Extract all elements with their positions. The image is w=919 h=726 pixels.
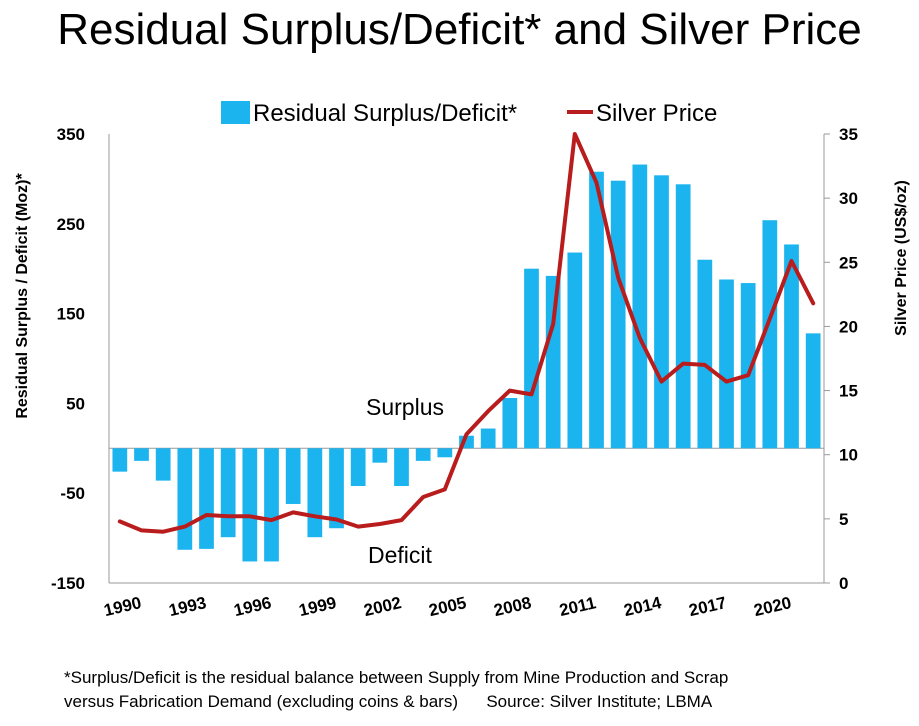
legend: Residual Surplus/Deficit* Silver Price xyxy=(221,100,717,127)
footnote-line-2: versus Fabrication Demand (excluding coi… xyxy=(64,692,713,711)
bar-1996 xyxy=(242,448,258,562)
bar-1997 xyxy=(264,448,279,562)
bar-1998 xyxy=(285,448,301,504)
bar-2010 xyxy=(545,275,561,449)
bar-2008 xyxy=(502,398,518,449)
bar-2002 xyxy=(372,448,388,463)
bar-1993 xyxy=(177,448,193,550)
bar-2021 xyxy=(784,244,799,449)
left-tick-label: 50 xyxy=(66,394,85,413)
right-tick-label: 15 xyxy=(839,382,858,401)
left-tick-label: 150 xyxy=(57,305,85,324)
bar-2001 xyxy=(350,448,366,487)
x-tick-label: 2005 xyxy=(427,593,468,620)
left-axis-title: Residual Surplus / Deficit (Moz)* xyxy=(14,173,31,419)
right-tick-label: 5 xyxy=(839,510,848,529)
left-tick-label: -150 xyxy=(51,574,85,593)
bar-2014 xyxy=(632,164,648,449)
legend-label-surplus: Residual Surplus/Deficit* xyxy=(253,100,517,127)
bar-2016 xyxy=(675,184,691,449)
bar-1995 xyxy=(220,448,236,538)
x-tick-label: 1993 xyxy=(167,593,208,620)
left-tick-label: 350 xyxy=(57,125,85,144)
bar-2004 xyxy=(415,448,431,461)
right-axis-title: Silver Price (US$/oz) xyxy=(893,180,910,336)
bar-1999 xyxy=(307,448,323,538)
bar-2000 xyxy=(329,448,344,529)
x-tick-label: 2017 xyxy=(687,593,728,620)
footnote: *Surplus/Deficit is the residual balance… xyxy=(64,666,884,714)
footnote-line-1: *Surplus/Deficit is the residual balance… xyxy=(64,668,729,687)
bar-2003 xyxy=(394,448,409,487)
x-tick-label: 1990 xyxy=(102,593,143,620)
chart-title: Residual Surplus/Deficit* and Silver Pri… xyxy=(57,5,862,54)
x-tick-label: 2002 xyxy=(362,593,403,620)
left-tick-label: -50 xyxy=(60,484,85,503)
bar-2017 xyxy=(697,259,713,449)
right-tick-label: 0 xyxy=(839,574,848,593)
silver-price-line xyxy=(117,132,816,534)
x-tick-labels: 1990 1993 1996 1999 2002 2005 2008 2011 2014 2017… xyxy=(102,593,793,620)
x-tick-label: 2014 xyxy=(622,593,664,620)
bar-2018 xyxy=(719,279,734,449)
bar-1991 xyxy=(134,448,149,461)
bar-2011 xyxy=(567,252,583,449)
x-tick-label: 2011 xyxy=(557,593,597,620)
bar-1992 xyxy=(155,448,171,481)
right-tick-label: 10 xyxy=(839,446,858,465)
deficit-annotation: Deficit xyxy=(368,542,433,568)
right-tick-labels: 35 30 25 20 15 10 5 0 xyxy=(824,125,858,593)
left-tick-label: 250 xyxy=(57,215,85,234)
bar-2009 xyxy=(524,268,539,449)
legend-swatch-bar xyxy=(221,101,250,124)
right-tick-label: 25 xyxy=(839,253,858,272)
bar-2022 xyxy=(805,333,821,449)
bar-1990 xyxy=(112,448,128,472)
bar-2007 xyxy=(480,428,496,449)
x-tick-label: 2020 xyxy=(752,593,793,620)
bar-1994 xyxy=(199,448,214,549)
bar-2020 xyxy=(762,220,778,449)
bar-2015 xyxy=(654,175,669,449)
bar-2019 xyxy=(740,283,756,449)
left-tick-labels: 350 250 150 50 -50 -150 xyxy=(51,125,85,593)
x-tick-label: 1999 xyxy=(297,593,338,620)
bar-2012 xyxy=(589,171,604,449)
bar-series xyxy=(112,164,821,562)
bar-2005 xyxy=(437,448,453,458)
right-tick-label: 20 xyxy=(839,317,858,336)
bar-2013 xyxy=(610,180,626,449)
x-tick-label: 2008 xyxy=(492,593,533,620)
x-tick-label: 1996 xyxy=(232,593,273,620)
legend-label-price: Silver Price xyxy=(596,100,717,127)
right-tick-label: 30 xyxy=(839,189,858,208)
surplus-annotation: Surplus xyxy=(366,394,444,420)
right-tick-label: 35 xyxy=(839,125,858,144)
